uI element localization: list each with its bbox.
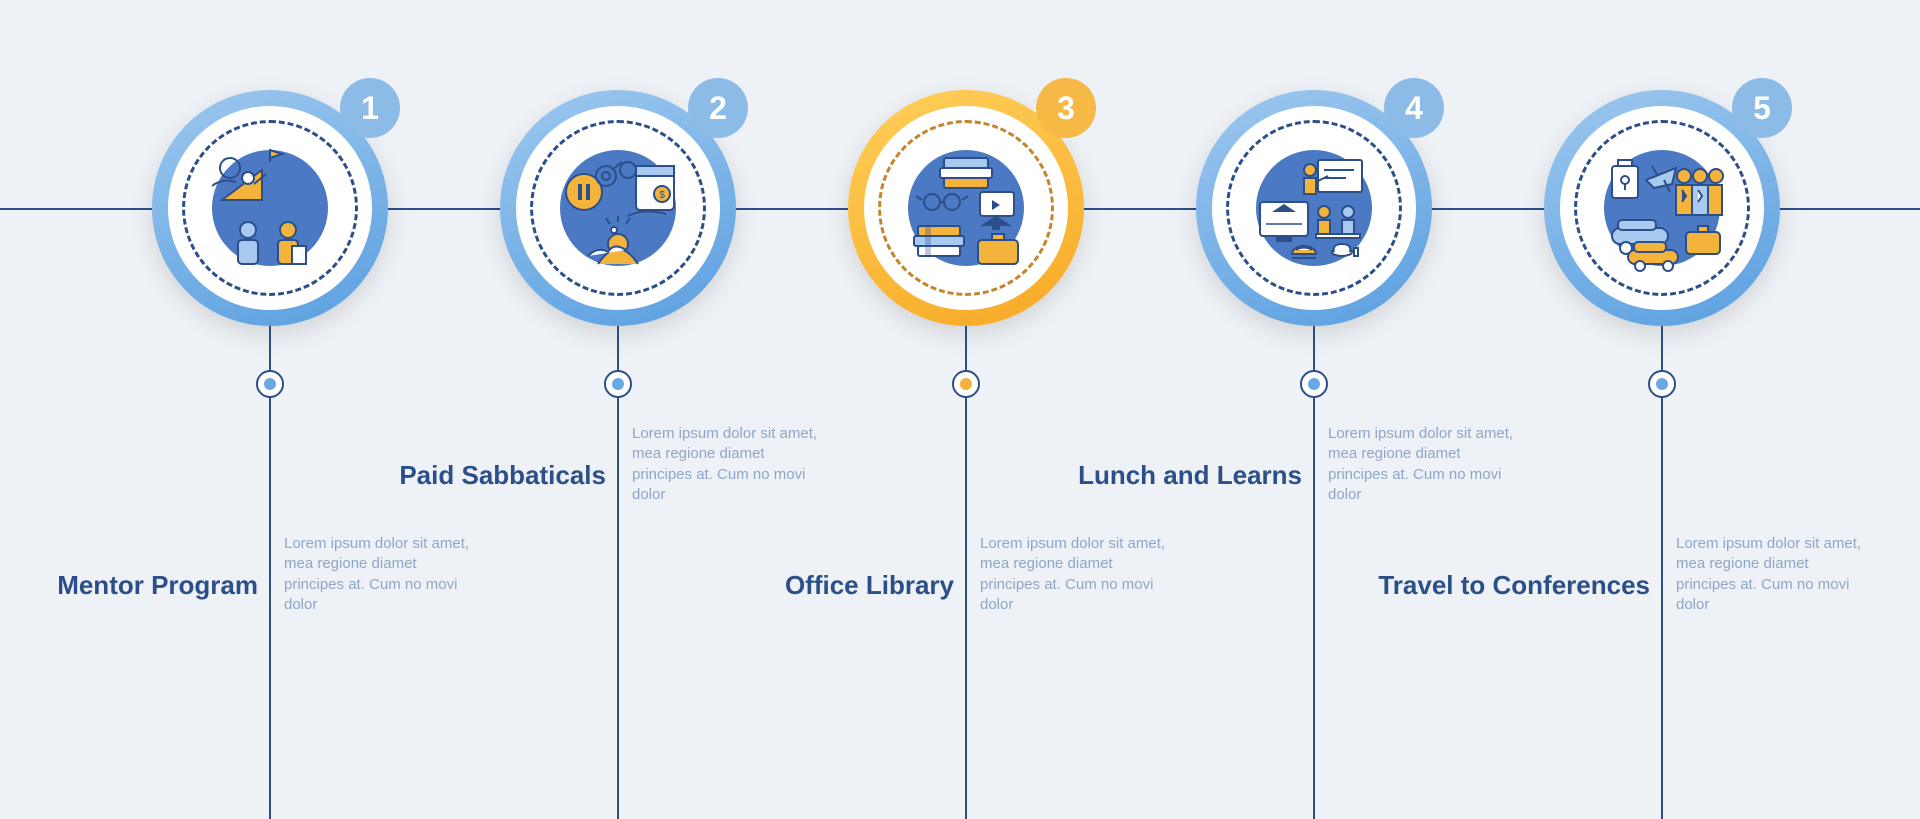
sabbatical-icon: $ <box>540 130 696 286</box>
step-circle: $ 2 <box>500 90 736 326</box>
step-title: Travel to Conferences <box>1378 570 1650 601</box>
step-connector-dot <box>256 370 284 398</box>
step-title: Lunch and Learns <box>1078 460 1302 491</box>
step-number-badge: 1 <box>340 78 400 138</box>
step-title: Paid Sabbaticals <box>399 460 606 491</box>
step-title: Office Library <box>785 570 954 601</box>
step-connector <box>617 326 619 819</box>
step-connector <box>269 326 271 819</box>
step-body: Lorem ipsum dolor sit amet, mea regione … <box>1328 424 1518 505</box>
step-circle: 5 <box>1544 90 1780 326</box>
travel-icon <box>1584 130 1740 286</box>
step-connector-dot <box>952 370 980 398</box>
step-circle: 1 <box>152 90 388 326</box>
mentor-icon <box>192 130 348 286</box>
step-body: Lorem ipsum dolor sit amet, mea regione … <box>1676 534 1866 615</box>
step-connector-dot <box>1648 370 1676 398</box>
step-connector-dot <box>604 370 632 398</box>
step-title: Mentor Program <box>57 570 258 601</box>
lunch-icon <box>1236 130 1392 286</box>
library-icon <box>888 130 1044 286</box>
step-connector <box>1661 326 1663 819</box>
step-number-badge: 3 <box>1036 78 1096 138</box>
step-connector <box>1313 326 1315 819</box>
step-circle: 3 <box>848 90 1084 326</box>
svg-text:$: $ <box>659 190 665 201</box>
step-body: Lorem ipsum dolor sit amet, mea regione … <box>284 534 474 615</box>
step-number-badge: 5 <box>1732 78 1792 138</box>
infographic-canvas: 1 Mentor Program Lorem ipsum dolor sit ame… <box>0 0 1920 819</box>
step-number-badge: 2 <box>688 78 748 138</box>
step-connector-dot <box>1300 370 1328 398</box>
step-body: Lorem ipsum dolor sit amet, mea regione … <box>980 534 1170 615</box>
step-number-badge: 4 <box>1384 78 1444 138</box>
step-body: Lorem ipsum dolor sit amet, mea regione … <box>632 424 822 505</box>
step-circle: 4 <box>1196 90 1432 326</box>
step-connector <box>965 326 967 819</box>
